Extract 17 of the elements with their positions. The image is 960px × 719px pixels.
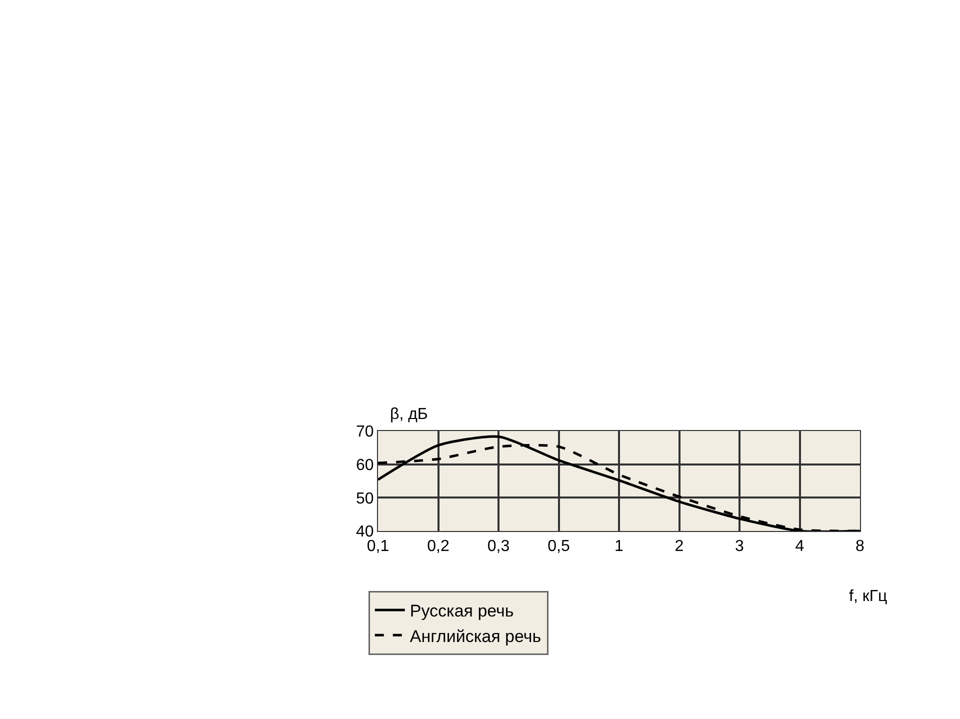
x-tick-label: 1 xyxy=(614,538,624,556)
x-tick-label: 8 xyxy=(856,538,865,556)
x-tick-label: 0,2 xyxy=(427,538,450,556)
legend-label: Английская речь xyxy=(410,626,542,646)
x-tick-label: 0,3 xyxy=(487,538,510,556)
y-tick-label: 70 xyxy=(356,424,374,441)
y-tick-label: 40 xyxy=(356,524,374,541)
legend-label: Русская речь xyxy=(410,602,514,621)
x-tick-label: 0,5 xyxy=(548,538,570,556)
y-tick-label: 50 xyxy=(356,490,374,508)
x-tick-label: 0,1 xyxy=(366,538,390,556)
x-axis-title: f, кГц xyxy=(849,588,888,605)
y-axis-title: β, дБ xyxy=(390,406,428,423)
y-tick-label: 60 xyxy=(356,456,374,474)
x-tick-label: 4 xyxy=(795,538,804,556)
x-tick-label: 2 xyxy=(674,538,684,556)
x-tick-label: 3 xyxy=(735,538,744,556)
